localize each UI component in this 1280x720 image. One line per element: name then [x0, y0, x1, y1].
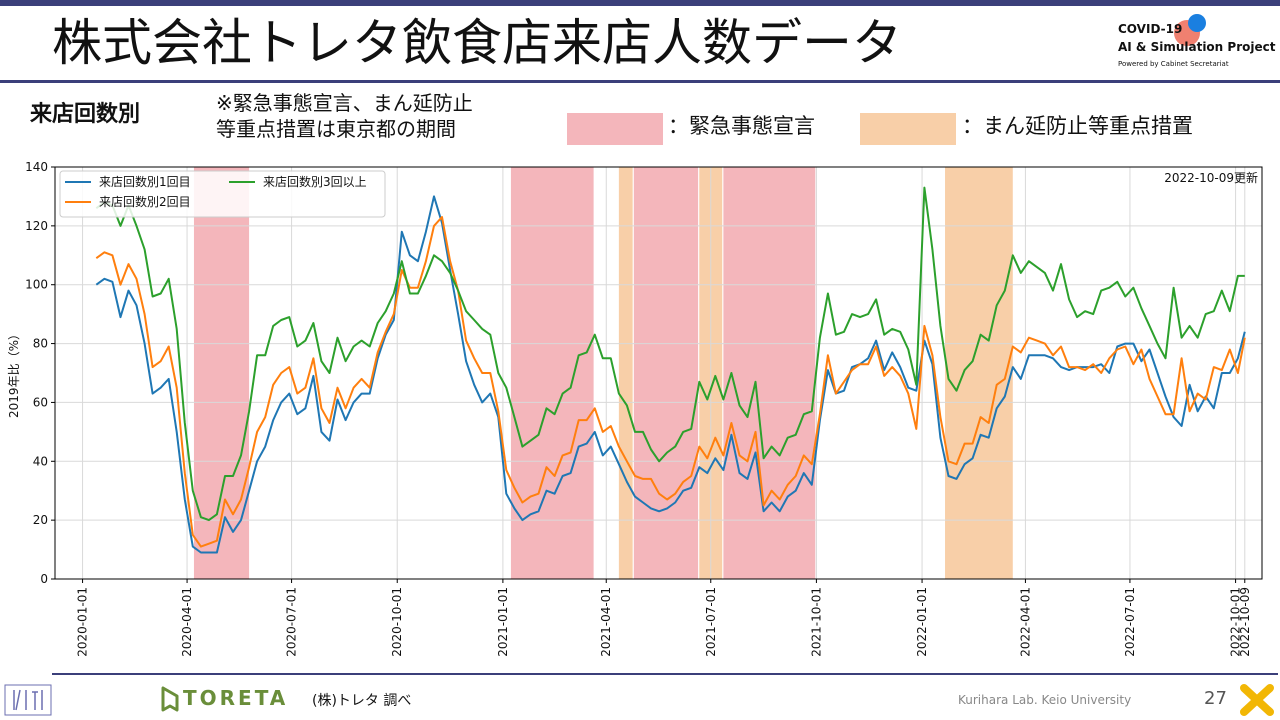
legend-label-1: 来店回数別1回目	[99, 174, 191, 189]
priority-band-6	[945, 167, 1013, 579]
top-accent-bar	[0, 0, 1280, 6]
period-note-line1: ※緊急事態宣言、まん延防止	[216, 91, 473, 115]
emergency-band-3	[633, 167, 699, 579]
plot-frame	[54, 166, 1263, 580]
x-tick-label-11: 2022-10-01	[1229, 587, 1243, 657]
title-divider	[0, 80, 1280, 83]
legend-label-2: 来店回数別2回目	[99, 194, 191, 209]
x-tick-label-12: 2022-10-09	[1238, 587, 1252, 657]
lab-credit: Kurihara Lab. Keio University	[958, 693, 1132, 707]
y-tick-label-40: 40	[33, 454, 48, 468]
x-tick-label-8: 2022-01-01	[915, 587, 929, 657]
x-tick-label-3: 2020-10-01	[390, 587, 404, 657]
logo-line3: Powered by Cabinet Secretariat	[1118, 60, 1229, 68]
y-tick-label-20: 20	[33, 513, 48, 527]
footer-divider	[52, 673, 1278, 675]
y-tick-label-140: 140	[25, 160, 48, 174]
series-line-3	[95, 186, 1245, 522]
period-note-line2: 等重点措置は東京都の期間	[216, 117, 456, 141]
x-tick-label-2: 2020-07-01	[285, 587, 299, 657]
update-annotation: 2022-10-09更新	[1164, 170, 1258, 185]
logo-line1: COVID-19	[1118, 22, 1183, 36]
x-tick-label-6: 2021-07-01	[704, 587, 718, 657]
covid-project-logo: COVID-19 AI & Simulation Project Powered…	[1118, 14, 1278, 76]
visitor-line-chart: 0 20 40 60 80 100 120 140 2020-01-01 2020-04-01 20…	[7, 160, 1263, 657]
legend-label-3: 来店回数別3回以上	[263, 174, 367, 189]
x-tick-label-0: 2020-01-01	[76, 587, 90, 657]
y-tick-label-80: 80	[33, 337, 48, 351]
emergency-band-0	[193, 167, 250, 579]
x-tick-label-9: 2022-04-01	[1018, 587, 1032, 657]
priority-legend-label: ：まん延防止等重点措置	[962, 114, 1193, 138]
priority-band-1	[618, 167, 633, 579]
logo-line2: AI & Simulation Project	[1118, 40, 1276, 54]
x-tick-label-4: 2021-01-01	[496, 587, 510, 657]
x-logo-icon	[1240, 684, 1274, 716]
emergency-band-2	[510, 167, 594, 579]
y-axis-label: 2019年比（%）	[7, 328, 21, 418]
logo-dot-blue	[1188, 14, 1206, 32]
emergency-swatch	[567, 113, 663, 145]
data-source: (株)トレタ 調べ	[312, 693, 412, 709]
chart-legend	[59, 170, 386, 218]
x-tick-label-1: 2020-04-01	[180, 587, 194, 657]
section-label: 来店回数別	[30, 102, 141, 127]
y-tick-label-100: 100	[25, 278, 48, 292]
series-line-1	[95, 195, 1246, 554]
page-number: 27	[1204, 688, 1227, 709]
x-tick-label-7: 2021-10-01	[809, 587, 823, 657]
x-tick-label-5: 2021-04-01	[599, 587, 613, 657]
series-line-2	[95, 216, 1246, 548]
toreta-icon	[161, 686, 179, 712]
period-note: ※緊急事態宣言、まん延防止 等重点措置は東京都の期間	[216, 90, 473, 142]
page-title: 株式会社トレタ飲食店来店人数データ	[52, 14, 902, 72]
emergency-band-5	[723, 167, 816, 579]
y-tick-label-120: 120	[25, 219, 48, 233]
x-tick-label-10: 2022-07-01	[1123, 587, 1137, 657]
y-tick-label-0: 0	[40, 572, 48, 586]
y-tick-label-60: 60	[33, 395, 48, 409]
lab-logo-icon	[4, 684, 52, 716]
toreta-brand: TORETA	[183, 686, 289, 710]
priority-swatch	[860, 113, 956, 145]
emergency-legend-label: ：緊急事態宣言	[668, 114, 815, 138]
